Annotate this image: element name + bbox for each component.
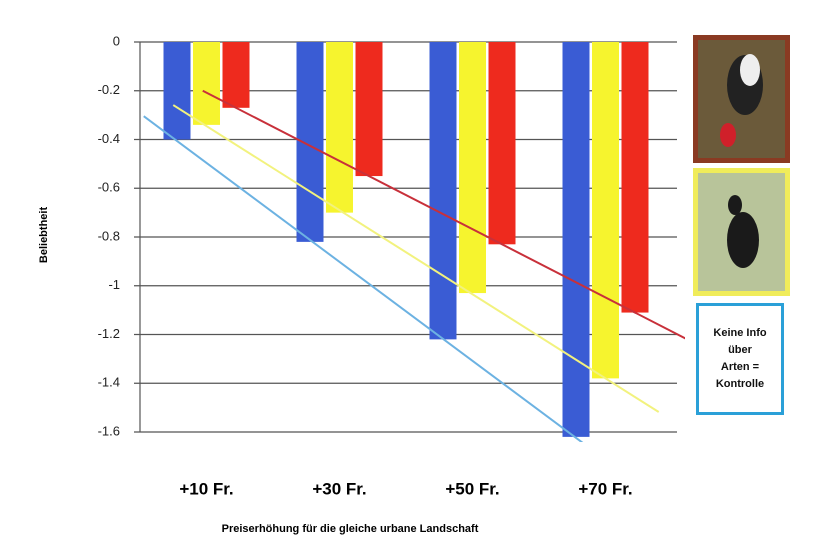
bar	[592, 42, 619, 378]
y-tick-label: -1.6	[98, 423, 120, 438]
x-tick-label: +70 Fr.	[578, 479, 632, 498]
bar	[356, 42, 383, 176]
y-tick-label: -0.6	[98, 180, 120, 195]
y-tick-label: -1.4	[98, 375, 120, 390]
chart: 0 -0.2 -0.4 -0.6 -0.8 -1 -1.2 -1.4 -1.6 Beliebthe…	[0, 0, 838, 540]
x-tick-label: +50 Fr.	[445, 479, 499, 498]
y-tick-label: -0.8	[98, 228, 120, 243]
y-tick-label: 0	[113, 33, 120, 48]
legend-image-beetle	[693, 168, 790, 296]
legend-image-bird	[693, 35, 790, 163]
y-tick-label: -1.2	[98, 326, 120, 341]
trend-line	[144, 116, 629, 477]
y-tick-label: -0.4	[98, 131, 120, 146]
bar	[430, 42, 457, 339]
bar	[489, 42, 516, 244]
y-tick-label: -1	[108, 277, 120, 292]
x-axis-label: Preiserhöhung für die gleiche urbane Lan…	[222, 523, 479, 535]
bar	[326, 42, 353, 213]
legend-entry: Keine Info über Arten = Kontrolle	[696, 303, 784, 415]
bar	[164, 42, 191, 140]
bar	[223, 42, 250, 108]
x-tick-label: +30 Fr.	[312, 479, 366, 498]
page: {"chart_data": { "type": "bar", "x_label…	[0, 0, 838, 540]
x-tick-label: +10 Fr.	[179, 479, 233, 498]
bar	[193, 42, 220, 125]
bar	[563, 42, 590, 437]
y-axis-label: Beliebtheit	[38, 207, 50, 264]
y-tick-label: -0.2	[98, 82, 120, 97]
bar	[622, 42, 649, 313]
bar	[459, 42, 486, 293]
